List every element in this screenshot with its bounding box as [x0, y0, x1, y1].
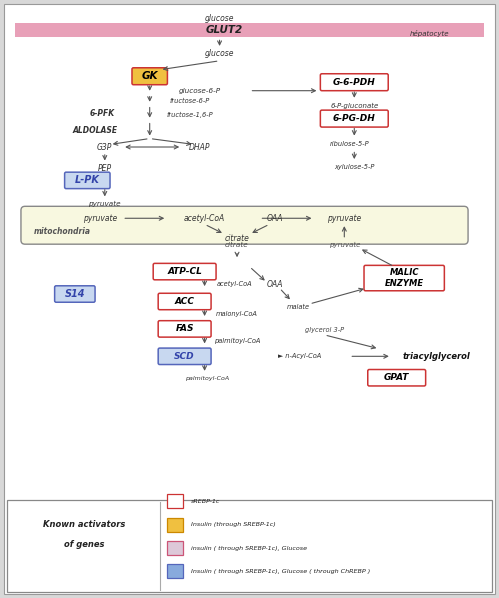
FancyBboxPatch shape [368, 370, 426, 386]
Text: pyruvate: pyruvate [83, 213, 117, 223]
Text: ► n-Acyl-CoA: ► n-Acyl-CoA [278, 353, 321, 359]
FancyBboxPatch shape [153, 263, 216, 280]
Text: GLUT2: GLUT2 [206, 25, 243, 35]
Text: 6-PFK: 6-PFK [90, 109, 115, 118]
Text: GPAT: GPAT [384, 373, 409, 382]
FancyBboxPatch shape [158, 293, 211, 310]
Text: pyruvate: pyruvate [329, 242, 360, 248]
Text: glucose: glucose [205, 14, 235, 23]
Text: FAS: FAS [175, 324, 194, 334]
FancyBboxPatch shape [65, 172, 110, 188]
Text: OAA: OAA [266, 213, 283, 223]
Text: glucose: glucose [205, 49, 235, 59]
FancyBboxPatch shape [21, 206, 468, 244]
Text: palmitoyl-CoA: palmitoyl-CoA [214, 338, 260, 344]
Text: of genes: of genes [63, 540, 104, 549]
Text: L-PK: L-PK [75, 175, 100, 185]
Text: OAA: OAA [266, 279, 283, 289]
Text: 6-PG-DH: 6-PG-DH [333, 114, 376, 123]
Text: acetyl-CoA: acetyl-CoA [184, 213, 225, 223]
Text: citrate: citrate [225, 234, 250, 243]
Text: malonyl-CoA: malonyl-CoA [216, 311, 258, 317]
Text: ALDOLASE: ALDOLASE [72, 126, 117, 135]
Bar [15, 23, 484, 37]
FancyBboxPatch shape [320, 74, 388, 91]
Bar [167, 495, 183, 508]
Text: triacylglycerol: triacylglycerol [403, 352, 471, 361]
Text: glucose-6-P: glucose-6-P [179, 88, 221, 94]
Text: pyruvate: pyruvate [88, 202, 121, 208]
FancyBboxPatch shape [55, 286, 95, 302]
Text: sREBP-1c: sREBP-1c [191, 499, 220, 504]
FancyBboxPatch shape [4, 4, 495, 594]
Text: pyruvate: pyruvate [327, 213, 361, 223]
Text: PEP: PEP [98, 164, 112, 173]
Text: acetyl-CoA: acetyl-CoA [217, 281, 252, 287]
Text: citrate: citrate [225, 242, 249, 248]
Bar [167, 564, 183, 578]
Text: ACC: ACC [175, 297, 195, 306]
Text: GK: GK [141, 71, 158, 81]
Bar [167, 541, 183, 555]
Text: malate: malate [287, 304, 310, 310]
FancyBboxPatch shape [364, 266, 444, 291]
Text: S14: S14 [64, 289, 85, 299]
Text: hépatocyte: hépatocyte [409, 30, 449, 38]
Text: glycerol 3-P: glycerol 3-P [305, 327, 344, 333]
Text: Known activators: Known activators [42, 520, 125, 529]
Text: insulin ( through SREBP-1c), Glucose: insulin ( through SREBP-1c), Glucose [191, 545, 306, 551]
Text: MALIC
ENZYME: MALIC ENZYME [385, 269, 424, 288]
Bar [167, 518, 183, 532]
Text: Insulin (through SREBP-1c): Insulin (through SREBP-1c) [191, 522, 275, 527]
Text: palmitoyl-CoA: palmitoyl-CoA [185, 376, 229, 382]
Bar [7, 500, 492, 592]
Text: DHAP: DHAP [189, 142, 211, 151]
Text: G-6-PDH: G-6-PDH [333, 78, 376, 87]
FancyBboxPatch shape [132, 68, 168, 85]
Text: G3P: G3P [97, 142, 112, 151]
Text: ribulose-5-P: ribulose-5-P [329, 141, 369, 147]
Text: ATP-CL: ATP-CL [167, 267, 202, 276]
FancyBboxPatch shape [158, 321, 211, 337]
FancyBboxPatch shape [158, 348, 211, 365]
Text: mitochondria: mitochondria [34, 227, 91, 236]
Text: 6-P-gluconate: 6-P-gluconate [330, 103, 378, 109]
Text: Insulin ( through SREBP-1c), Glucose ( through ChREBP ): Insulin ( through SREBP-1c), Glucose ( t… [191, 569, 370, 573]
FancyBboxPatch shape [320, 110, 388, 127]
Text: SCD: SCD [174, 352, 195, 361]
Text: fructose-1,6-P: fructose-1,6-P [166, 112, 213, 118]
Text: fructose-6-P: fructose-6-P [170, 98, 210, 104]
Text: xylulose-5-P: xylulose-5-P [334, 164, 374, 170]
